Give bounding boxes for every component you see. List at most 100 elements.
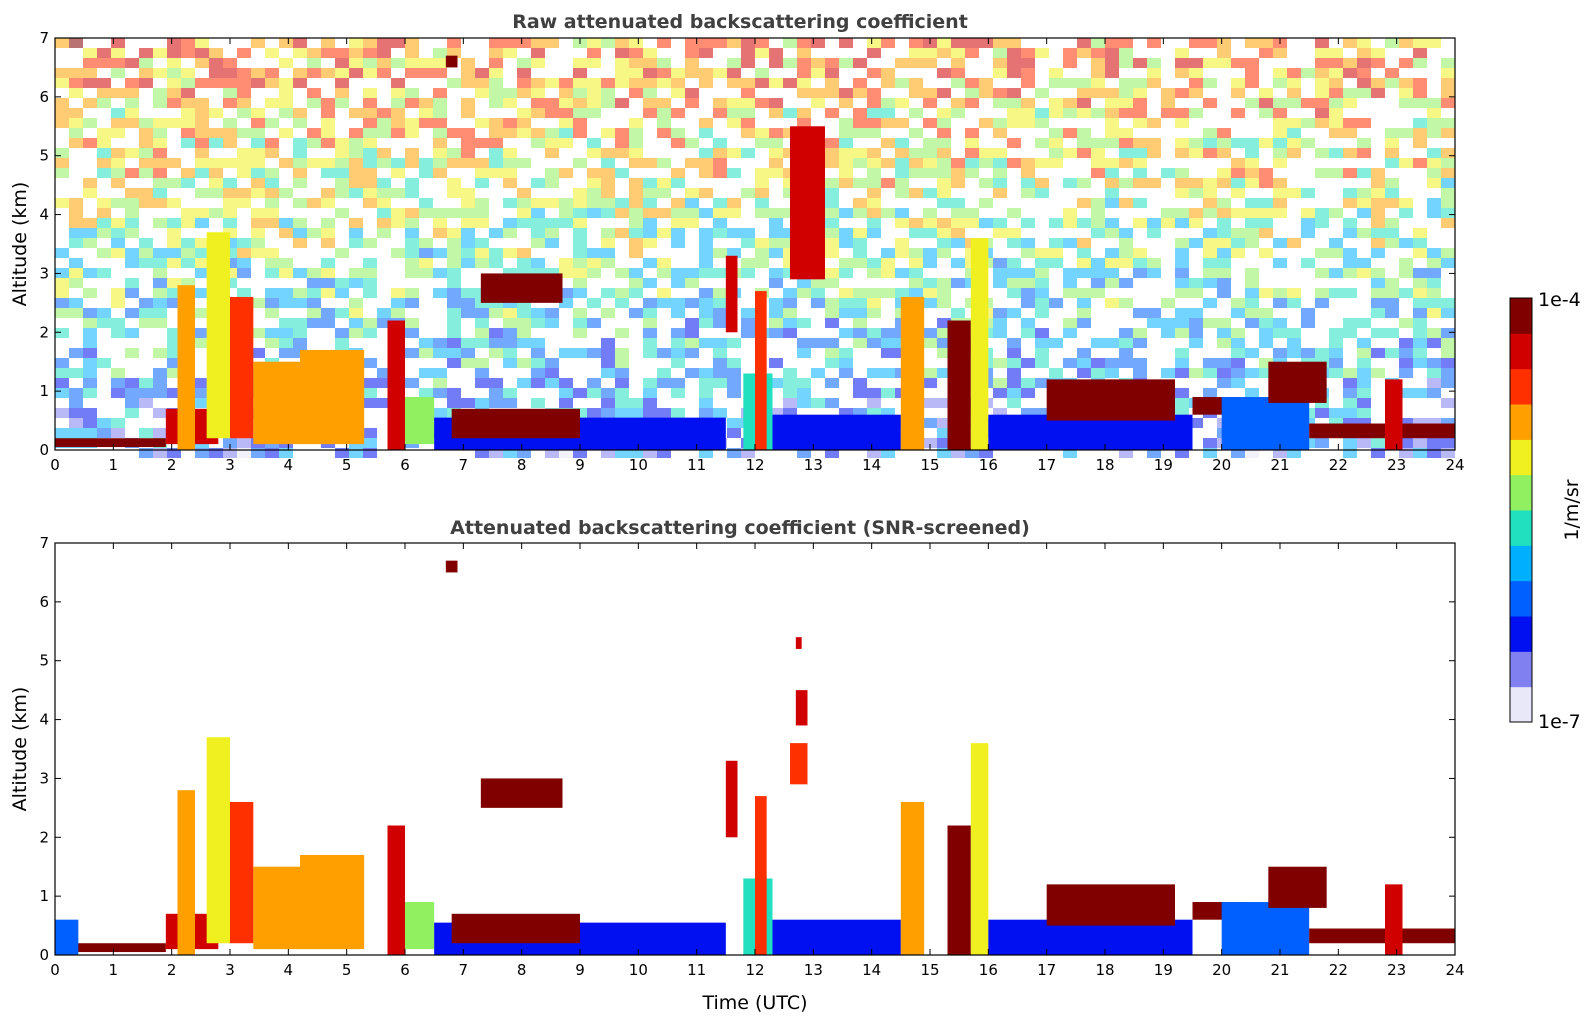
noise-cell [1119,358,1133,368]
noise-cell [629,158,643,168]
noise-cell [643,388,657,398]
noise-cell [559,288,573,298]
noise-cell [853,128,867,138]
noise-cell [139,388,153,398]
noise-cell [1217,248,1231,258]
noise-cell [699,268,713,278]
noise-cell [741,318,755,328]
noise-cell [1175,348,1189,358]
y-tick-label: 5 [39,652,49,670]
noise-cell [405,348,419,358]
noise-cell [489,88,503,98]
noise-cell [111,58,125,68]
noise-cell [573,278,587,288]
noise-cell [909,88,923,98]
noise-cell [713,148,727,158]
noise-cell [531,228,545,238]
noise-cell [167,328,181,338]
noise-cell [349,148,363,158]
noise-cell [293,38,307,48]
noise-cell [1133,58,1147,68]
noise-cell [83,78,97,88]
noise-cell [573,198,587,208]
noise-cell [251,118,265,128]
noise-cell [1441,378,1455,388]
x-tick-label: 0 [50,456,60,474]
noise-cell [1441,248,1455,258]
colorbar-segment [1510,474,1532,511]
noise-cell [937,48,951,58]
noise-cell [69,78,83,88]
noise-cell [1231,298,1245,308]
feature-cell [790,743,808,785]
feature-cell [451,913,580,944]
noise-cell [643,298,657,308]
noise-cell [671,78,685,88]
y-tick-label: 6 [39,88,49,106]
noise-cell [587,138,601,148]
noise-cell [1427,108,1441,118]
noise-cell [713,108,727,118]
noise-cell [489,158,503,168]
noise-cell [97,58,111,68]
noise-cell [993,258,1007,268]
noise-cell [909,108,923,118]
noise-cell [587,58,601,68]
noise-cell [1273,68,1287,78]
noise-cell [573,448,587,458]
noise-cell [461,248,475,258]
noise-cell [293,228,307,238]
noise-cell [321,158,335,168]
noise-cell [1175,138,1189,148]
noise-cell [587,148,601,158]
noise-cell [937,168,951,178]
noise-cell [125,218,139,228]
noise-cell [615,58,629,68]
noise-cell [1049,248,1063,258]
x-tick-label: 4 [284,456,294,474]
noise-cell [447,188,461,198]
noise-cell [1427,338,1441,348]
noise-cell [1315,48,1329,58]
noise-cell [265,118,279,128]
noise-cell [713,318,727,328]
noise-cell [405,218,419,228]
noise-cell [405,38,419,48]
noise-cell [755,168,769,178]
noise-cell [447,248,461,258]
noise-cell [125,108,139,118]
noise-cell [1245,288,1259,298]
noise-cell [601,188,615,198]
noise-cell [419,238,433,248]
noise-cell [1077,318,1091,328]
noise-cell [1413,88,1427,98]
noise-cell [937,438,951,448]
noise-cell [993,158,1007,168]
noise-cell [475,138,489,148]
noise-cell [237,98,251,108]
noise-cell [223,448,237,458]
noise-cell [1105,278,1119,288]
noise-cell [265,178,279,188]
noise-cell [1021,218,1035,228]
feature-cell [970,238,989,450]
noise-cell [825,148,839,158]
noise-cell [433,338,447,348]
noise-cell [867,408,881,418]
x-tick-label: 15 [920,456,939,474]
x-tick-label: 20 [1212,456,1231,474]
noise-cell [405,258,419,268]
noise-cell [167,198,181,208]
noise-cell [1203,38,1217,48]
noise-cell [83,218,97,228]
noise-cell [1161,318,1175,328]
noise-cell [587,348,601,358]
noise-cell [1343,258,1357,268]
noise-cell [531,258,545,268]
noise-cell [363,398,377,408]
noise-cell [1175,248,1189,258]
noise-cell [839,208,853,218]
noise-cell [111,428,125,438]
noise-cell [1231,208,1245,218]
noise-cell [937,88,951,98]
